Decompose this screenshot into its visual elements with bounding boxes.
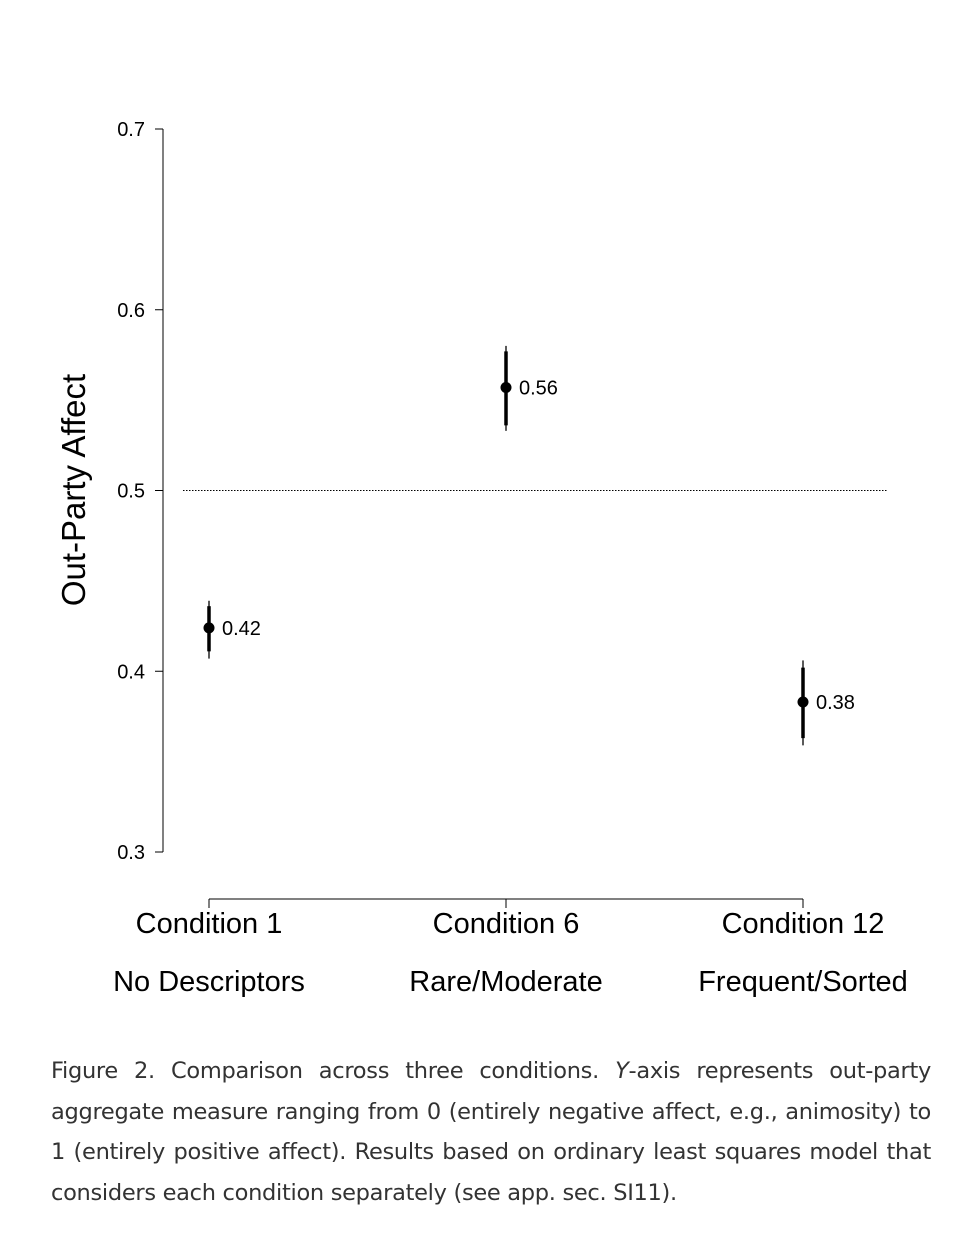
caption-prefix: Figure 2. Comparison across three condit… xyxy=(51,1058,616,1084)
y-tick-label: 0.6 xyxy=(117,300,145,322)
data-label: 0.56 xyxy=(519,377,558,399)
y-tick-label: 0.4 xyxy=(117,661,145,683)
y-tick-label: 0.5 xyxy=(117,481,145,503)
caption-text: -axis represents out-party aggregate mea… xyxy=(51,1058,931,1206)
point-estimate xyxy=(797,696,809,708)
x-tick-sublabel: No Descriptors xyxy=(113,966,305,998)
data-label: 0.38 xyxy=(816,692,855,714)
y-axis-label: Out-Party Affect xyxy=(55,374,92,606)
x-tick-sublabel: Frequent/Sorted xyxy=(698,966,908,998)
figure-caption: Figure 2. Comparison across three condit… xyxy=(51,1051,931,1213)
x-tick-label: Condition 6 xyxy=(433,908,580,940)
y-tick-label: 0.7 xyxy=(117,119,145,141)
y-axis: 0.3 0.4 0.5 0.6 0.7 xyxy=(117,119,164,864)
data-label: 0.42 xyxy=(222,618,261,640)
x-tick-label: Condition 12 xyxy=(722,908,885,940)
point-estimate xyxy=(203,622,215,634)
y-tick-label: 0.3 xyxy=(117,842,145,864)
x-tick-sublabel: Rare/Moderate xyxy=(409,966,602,998)
data-marks: 0.42 0.56 0.38 xyxy=(183,345,888,746)
point-estimate-chart: 0.3 0.4 0.5 0.6 0.7 Condition 1 No Descriptor… xyxy=(55,119,908,998)
x-axis: Condition 1 No Descriptors Condition 6 Rare… xyxy=(113,898,908,998)
x-tick-label: Condition 1 xyxy=(136,908,283,940)
point-estimate xyxy=(500,381,512,393)
caption-italic: Y xyxy=(615,1058,629,1084)
